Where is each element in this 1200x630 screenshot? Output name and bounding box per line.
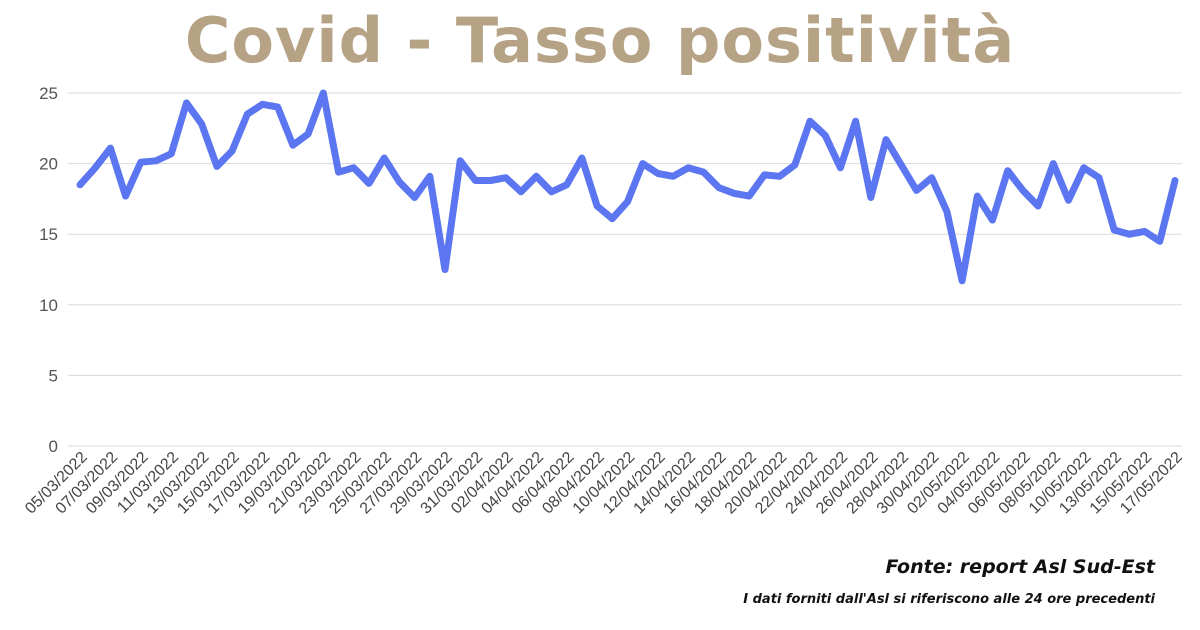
data-point bbox=[564, 182, 569, 187]
data-point bbox=[595, 203, 600, 208]
data-point bbox=[275, 105, 280, 110]
data-point bbox=[975, 194, 980, 199]
data-point bbox=[245, 112, 250, 117]
data-point bbox=[1005, 168, 1010, 173]
grid-lines bbox=[68, 92, 1182, 447]
data-point bbox=[884, 137, 889, 142]
data-point bbox=[443, 267, 447, 272]
y-axis-ticks: 0 5 10 15 20 25 bbox=[39, 84, 58, 456]
data-point bbox=[1036, 203, 1041, 208]
data-point bbox=[1127, 232, 1132, 237]
data-point bbox=[640, 161, 645, 166]
data-point bbox=[488, 178, 493, 183]
data-point bbox=[1173, 178, 1177, 183]
data-point bbox=[1020, 188, 1025, 193]
data-point bbox=[990, 218, 995, 223]
data-point bbox=[777, 174, 782, 179]
data-point bbox=[1081, 165, 1086, 170]
data-point bbox=[929, 175, 934, 180]
data-point bbox=[914, 188, 919, 193]
chart-title: Covid - Tasso positività bbox=[184, 4, 1016, 77]
data-point bbox=[579, 155, 584, 160]
data-point bbox=[214, 164, 219, 169]
data-point bbox=[716, 185, 721, 190]
data-point bbox=[625, 199, 630, 204]
data-point bbox=[519, 189, 524, 194]
data-point bbox=[458, 158, 463, 163]
data-point bbox=[154, 158, 159, 163]
data-point bbox=[762, 172, 767, 177]
data-point bbox=[549, 189, 554, 194]
data-point bbox=[868, 195, 873, 200]
data-point bbox=[1066, 198, 1071, 203]
data-point bbox=[1051, 161, 1056, 166]
data-point bbox=[260, 102, 265, 107]
data-point bbox=[747, 194, 752, 199]
data-point bbox=[610, 216, 615, 221]
data-point bbox=[838, 165, 843, 170]
data-point bbox=[336, 170, 341, 175]
data-point bbox=[671, 174, 676, 179]
data-point bbox=[503, 175, 508, 180]
data-point bbox=[1142, 229, 1147, 234]
data-point bbox=[78, 182, 82, 187]
y-tick-label: 20 bbox=[39, 155, 58, 174]
data-point bbox=[306, 131, 311, 136]
data-point bbox=[397, 179, 402, 184]
data-point bbox=[230, 148, 235, 153]
data-point bbox=[366, 181, 371, 186]
data-point bbox=[899, 163, 904, 168]
footnote: I dati forniti dall'Asl si riferiscono a… bbox=[743, 592, 1155, 607]
x-axis-ticks: 05/03/202207/03/202209/03/202211/03/2022… bbox=[22, 449, 1186, 518]
data-point bbox=[686, 165, 691, 170]
data-point bbox=[701, 170, 706, 175]
data-point bbox=[534, 174, 539, 179]
y-tick-label: 5 bbox=[49, 366, 58, 385]
y-tick-label: 10 bbox=[39, 296, 58, 315]
data-point bbox=[808, 119, 812, 124]
data-point bbox=[1096, 175, 1101, 180]
data-point bbox=[731, 191, 736, 196]
data-point bbox=[123, 194, 128, 199]
data-point bbox=[944, 209, 949, 214]
data-point bbox=[108, 146, 113, 151]
data-point bbox=[412, 195, 417, 200]
y-tick-label: 0 bbox=[49, 437, 58, 456]
data-point bbox=[93, 165, 98, 170]
data-point bbox=[169, 151, 174, 156]
data-point bbox=[382, 155, 387, 160]
data-point bbox=[427, 174, 432, 179]
data-point bbox=[184, 100, 189, 105]
data-point bbox=[1157, 239, 1162, 244]
data-point bbox=[290, 143, 295, 148]
data-point bbox=[655, 171, 660, 176]
data-point bbox=[1112, 227, 1117, 232]
series-line bbox=[76, 89, 1179, 285]
y-tick-label: 25 bbox=[39, 84, 58, 103]
y-tick-label: 15 bbox=[39, 225, 58, 244]
source-label: Fonte: report Asl Sud-Est bbox=[885, 556, 1155, 578]
data-point bbox=[823, 133, 828, 138]
data-point bbox=[960, 278, 965, 283]
data-point bbox=[792, 163, 797, 168]
data-point bbox=[473, 178, 478, 183]
data-point bbox=[351, 165, 356, 170]
data-point bbox=[853, 119, 858, 124]
data-point bbox=[199, 122, 204, 127]
data-point bbox=[138, 160, 143, 165]
data-point bbox=[321, 91, 326, 95]
series-layer bbox=[76, 89, 1179, 285]
